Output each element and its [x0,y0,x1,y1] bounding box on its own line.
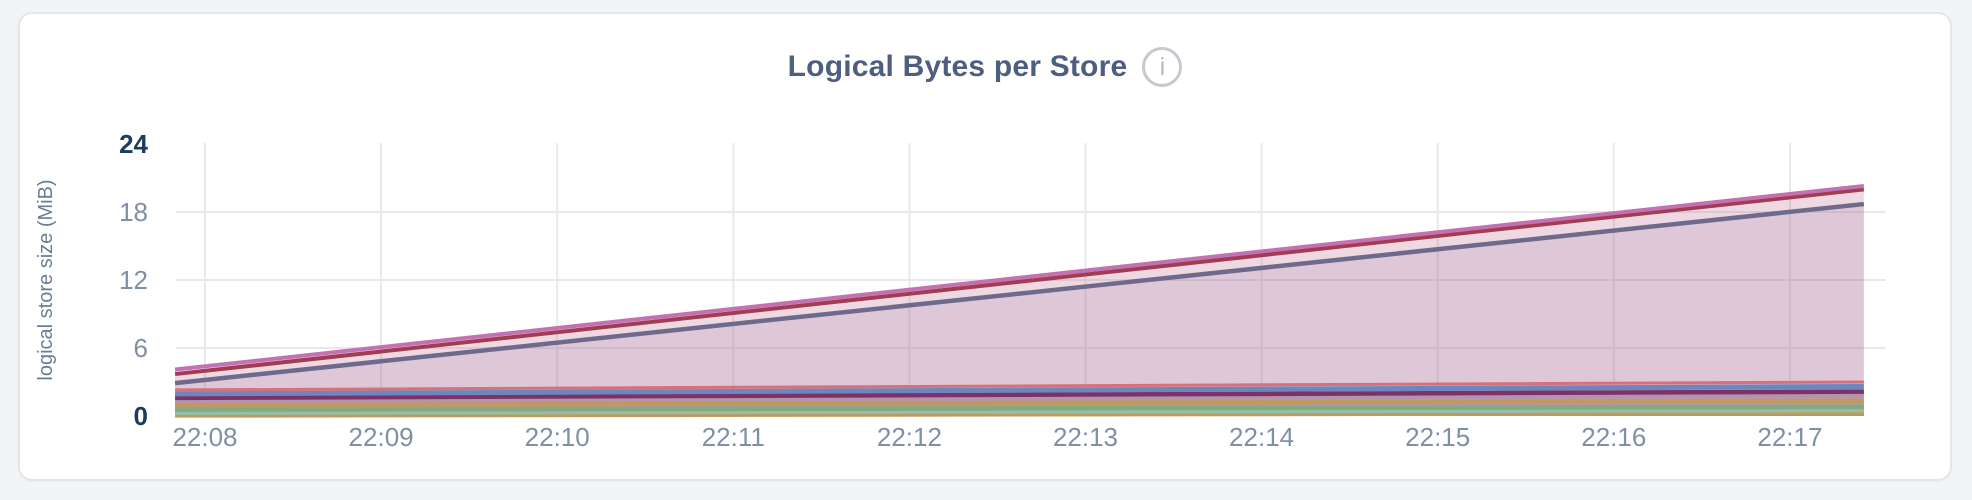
series-area-series-1 [175,185,1864,416]
series-line-series-6[interactable] [175,389,1864,401]
y-tick-label: 0 [134,401,148,431]
y-tick-label: 24 [119,129,148,159]
series-line-series-8[interactable] [175,398,1864,408]
x-tick-label: 22:09 [349,422,414,452]
x-tick-label: 22:08 [172,422,237,452]
series-line-series-3[interactable] [174,201,1865,386]
series-line-series-4[interactable] [175,380,1864,392]
series-line-series-11[interactable] [175,410,1864,418]
series-line-series-2[interactable] [174,187,1865,377]
series-line-series-1[interactable] [174,183,1865,372]
y-tick-label: 6 [134,333,148,363]
x-tick-label: 22:13 [1053,422,1118,452]
y-tick-label: 18 [119,197,148,227]
info-icon[interactable]: i [1142,47,1183,87]
gridlines [176,143,1886,416]
series-areas [175,185,1864,416]
x-tick-label: 22:15 [1405,422,1470,452]
x-tick-label: 22:14 [1229,422,1294,452]
series-line-series-9[interactable] [175,404,1864,413]
chart-header: Logical Bytes per Store i [20,47,1950,87]
x-tick-label: 22:16 [1581,422,1646,452]
axis-labels: 22:08 22:09 22:10 22:11 22:12 22:13 22:14 22:15… [119,129,1822,452]
series-line-series-10[interactable] [175,408,1864,415]
chart-title: Logical Bytes per Store [787,50,1128,83]
x-tick-label: 22:11 [702,422,765,452]
x-tick-label: 22:12 [877,422,942,452]
series-lines [174,183,1865,418]
series-area-series-3 [175,204,1864,416]
x-tick-label: 22:17 [1757,422,1822,452]
y-tick-label: 12 [119,265,148,295]
series-line-series-5[interactable] [175,384,1864,397]
series-line-series-7[interactable] [175,393,1864,404]
x-tick-label: 22:10 [525,422,590,452]
series-area-series-2 [175,189,1864,416]
y-axis-label: logical store size (MiB) [35,179,57,380]
